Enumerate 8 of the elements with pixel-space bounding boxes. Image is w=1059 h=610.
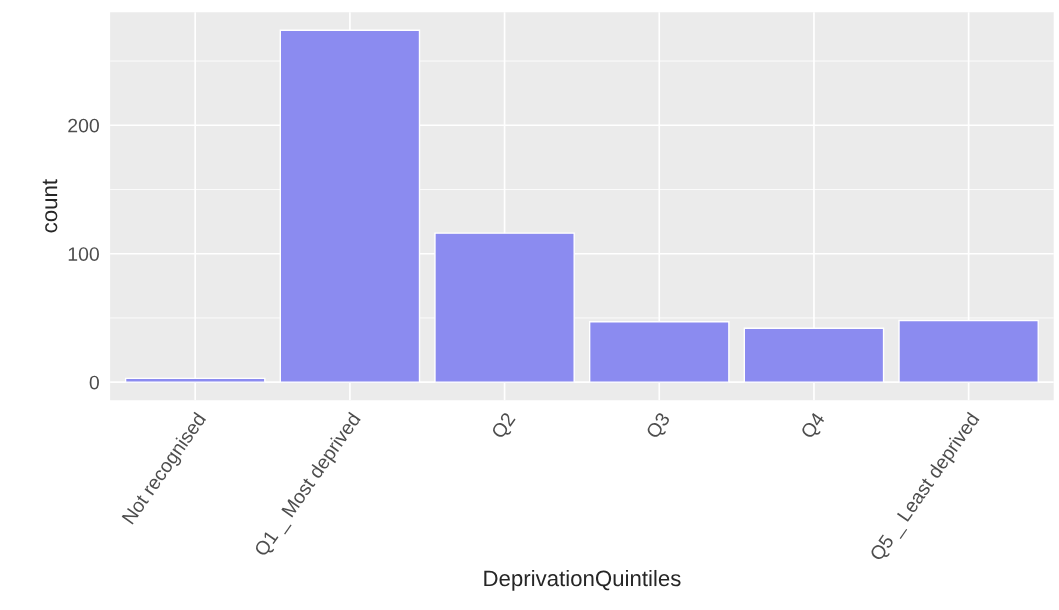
y-tick-label: 0 [89,375,99,390]
y-tick-label: 200 [68,118,99,133]
x-tick-label: Q2 [490,411,519,442]
x-axis-title: DeprivationQuintiles [484,569,681,591]
y-axis-title: count [42,179,58,233]
y-tick-label: 100 [68,247,99,261]
x-tick-label: Q4 [800,411,829,442]
x-tick-label: Q3 [645,411,674,442]
